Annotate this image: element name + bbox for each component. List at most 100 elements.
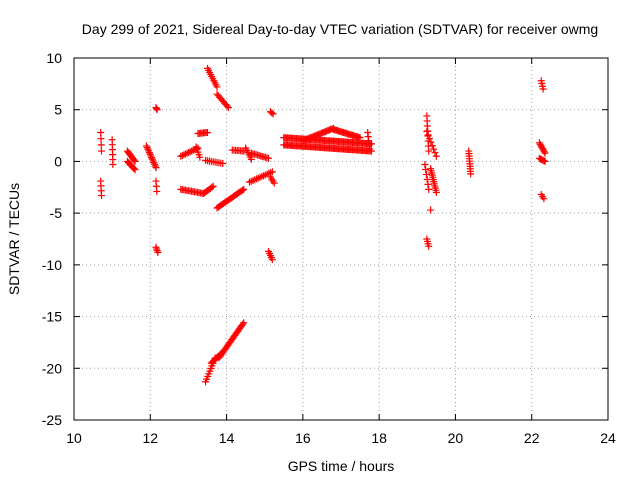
- data-point: [149, 157, 157, 165]
- data-points: [97, 64, 549, 386]
- y-tick-label: 5: [54, 102, 62, 118]
- data-point: [356, 134, 364, 142]
- y-tick-label: -5: [50, 205, 63, 221]
- data-point: [541, 157, 549, 165]
- data-point: [539, 85, 547, 93]
- y-tick-label: -10: [42, 257, 62, 273]
- y-tick-label: 0: [54, 153, 62, 169]
- data-point: [213, 83, 221, 91]
- x-tick-label: 10: [66, 430, 82, 446]
- data-point: [424, 131, 432, 139]
- data-point: [143, 144, 151, 152]
- data-point: [109, 161, 117, 169]
- data-point: [268, 256, 276, 264]
- data-point: [432, 188, 440, 196]
- x-tick-label: 12: [142, 430, 158, 446]
- data-point: [148, 155, 156, 163]
- y-axis-ticks: -25 -20 -15 -10 -5 0 5 10: [42, 50, 608, 428]
- data-point: [537, 142, 545, 150]
- data-point: [152, 243, 160, 251]
- data-point: [541, 149, 549, 157]
- data-point: [150, 159, 158, 167]
- data-point: [539, 146, 547, 154]
- data-point: [265, 154, 273, 162]
- data-point: [428, 142, 436, 150]
- x-tick-label: 22: [524, 430, 540, 446]
- y-tick-label: -25: [42, 412, 62, 428]
- data-point: [97, 192, 105, 200]
- data-point: [219, 159, 227, 167]
- data-point: [97, 147, 105, 155]
- data-point: [130, 156, 138, 164]
- data-point: [97, 135, 105, 143]
- data-point: [424, 180, 432, 188]
- data-point: [177, 152, 185, 160]
- data-point: [422, 165, 430, 173]
- data-point: [142, 142, 150, 150]
- data-point: [209, 182, 217, 190]
- data-point: [181, 150, 189, 158]
- data-point: [188, 147, 196, 155]
- data-point: [131, 157, 139, 165]
- data-point: [268, 109, 276, 117]
- x-tick-label: 18: [371, 430, 387, 446]
- data-point: [224, 104, 232, 112]
- data-point: [153, 106, 161, 114]
- chart-title: Day 299 of 2021, Sidereal Day-to-day VTE…: [82, 21, 598, 37]
- data-point: [540, 148, 548, 156]
- data-point: [240, 185, 248, 193]
- data-point: [427, 206, 435, 214]
- data-point: [422, 170, 430, 178]
- data-point: [208, 183, 216, 191]
- data-point: [535, 139, 543, 147]
- data-point: [97, 128, 105, 136]
- data-point: [223, 102, 231, 110]
- data-point: [238, 186, 246, 194]
- data-point: [196, 153, 204, 161]
- data-point: [154, 248, 162, 256]
- data-point: [240, 319, 248, 327]
- data-point: [540, 157, 548, 165]
- data-point: [151, 162, 159, 170]
- data-point: [185, 148, 193, 156]
- data-point: [425, 147, 433, 155]
- data-point: [204, 128, 211, 136]
- data-point: [239, 320, 247, 328]
- data-point: [130, 165, 138, 173]
- data-point: [147, 152, 155, 160]
- data-point: [146, 150, 154, 158]
- data-point: [366, 145, 374, 153]
- data-point: [148, 154, 156, 162]
- y-tick-label: -15: [42, 309, 62, 325]
- data-point: [538, 143, 546, 151]
- data-point: [145, 147, 153, 155]
- data-point: [425, 185, 433, 193]
- x-axis-label: GPS time / hours: [288, 458, 395, 474]
- data-point: [144, 145, 152, 153]
- data-point: [268, 168, 276, 176]
- data-point: [467, 170, 475, 178]
- data-point: [432, 152, 440, 160]
- y-tick-label: -20: [42, 360, 62, 376]
- data-point: [152, 164, 160, 172]
- x-axis-ticks: 10 12 14 16 18 20 22 24: [66, 58, 616, 446]
- y-tick-label: 10: [46, 50, 62, 66]
- data-point: [178, 152, 186, 160]
- data-point: [145, 149, 153, 157]
- data-point: [426, 135, 434, 143]
- grid-lines: [74, 58, 608, 420]
- data-point: [421, 161, 429, 169]
- data-point: [540, 195, 548, 203]
- data-point: [186, 148, 194, 156]
- data-point: [536, 140, 544, 148]
- data-point: [131, 166, 139, 174]
- data-point: [269, 110, 277, 118]
- data-point: [423, 127, 431, 135]
- data-point: [430, 145, 438, 153]
- data-point: [180, 151, 188, 159]
- data-point: [427, 138, 435, 146]
- data-point: [423, 175, 431, 183]
- x-tick-label: 14: [219, 430, 235, 446]
